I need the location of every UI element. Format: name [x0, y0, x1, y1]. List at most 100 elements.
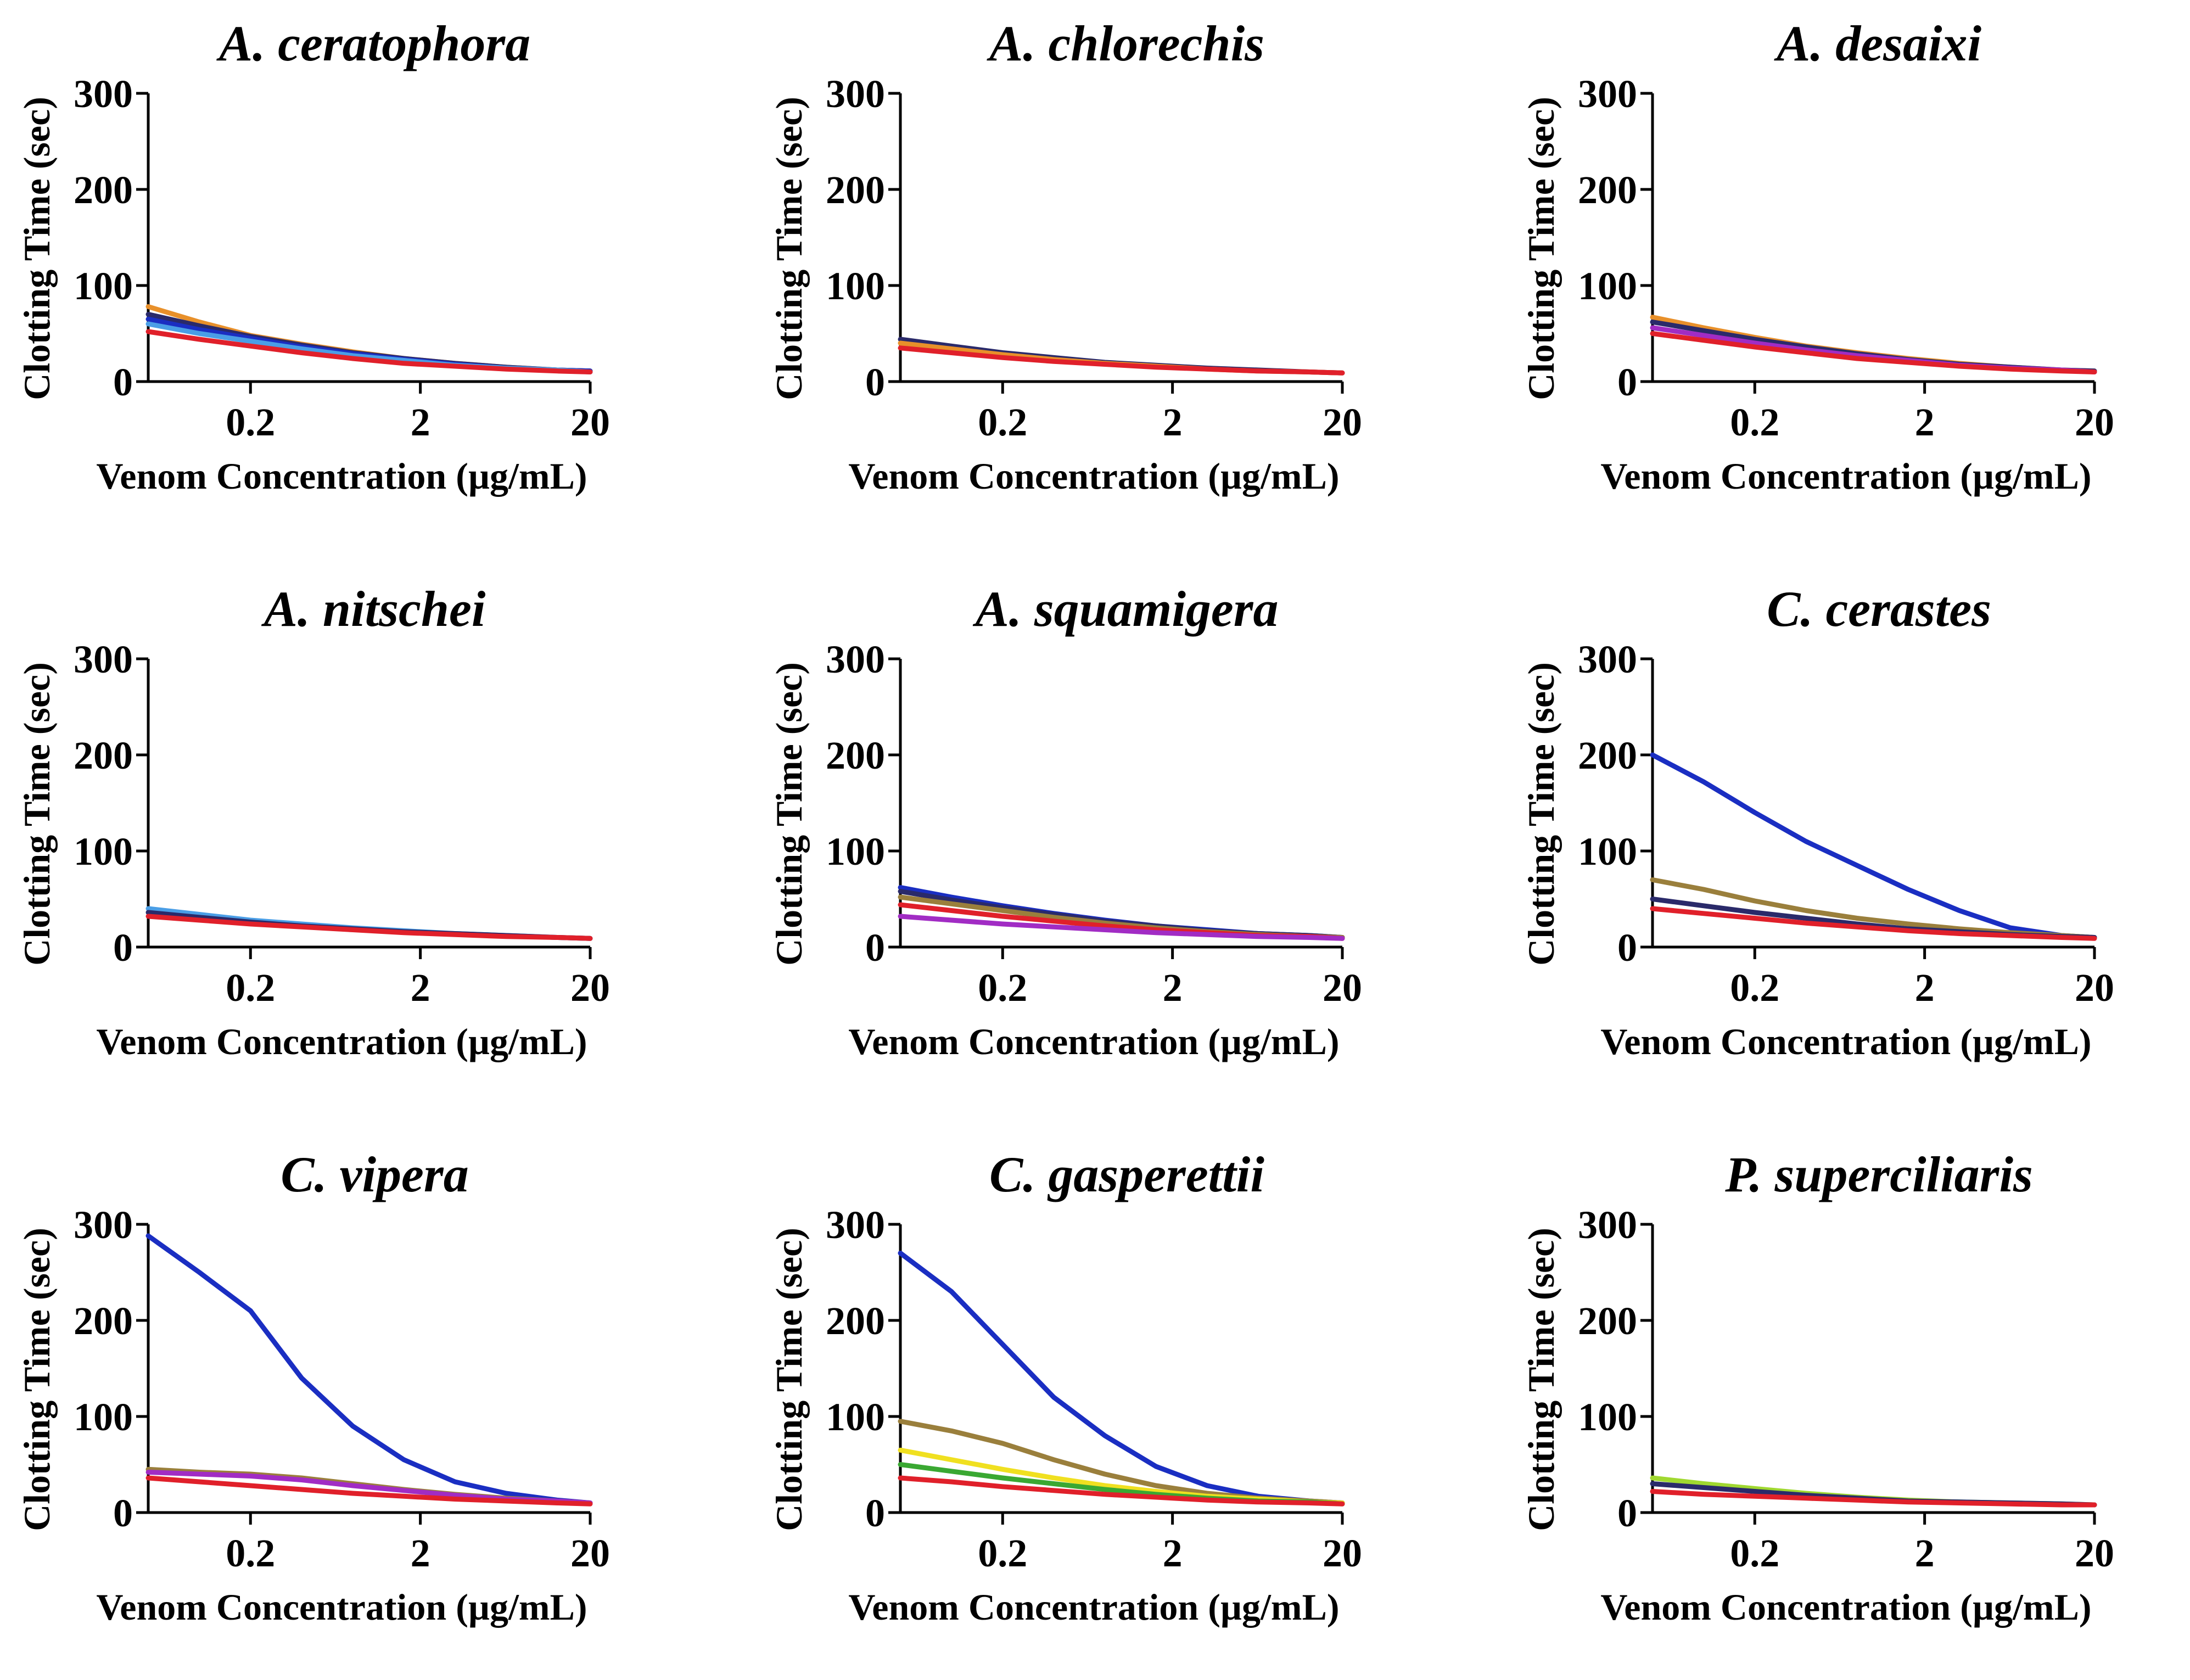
- x-axis-label: Venom Concentration (µg/mL): [1600, 1586, 2091, 1628]
- data-point: [1103, 924, 1107, 928]
- data-point: [504, 367, 508, 371]
- data-point: [402, 361, 406, 365]
- data-point: [2093, 370, 2096, 374]
- x-tick-label: 2: [1163, 966, 1183, 1010]
- series-line: [145, 1470, 593, 1505]
- chart-svg: A. nitschei 0 100 200 300 0.2 2 20 Venom Concent…: [16, 581, 610, 1062]
- data-point: [899, 1419, 902, 1423]
- y-tick-label: 200: [1578, 733, 1637, 777]
- y-tick-label: 300: [826, 72, 885, 116]
- chart-title: A. desaixi: [1774, 15, 1982, 71]
- data-point: [1651, 1489, 1654, 1493]
- data-point: [1753, 1489, 1757, 1493]
- chart-svg: A. desaixi 0 100 200 300 0.2 2 20 Venom Concentr…: [1520, 15, 2114, 497]
- data-point: [147, 1234, 150, 1237]
- y-tick-label: 100: [74, 830, 133, 873]
- data-point: [1205, 367, 1209, 371]
- data-point: [249, 1484, 253, 1487]
- data-point: [1804, 921, 1808, 925]
- x-tick-label: 20: [1323, 966, 1362, 1010]
- y-tick-label: 200: [826, 168, 885, 212]
- data-point: [504, 934, 508, 938]
- x-tick-label: 2: [1915, 1531, 1935, 1575]
- x-axis-label: Venom Concentration (µg/mL): [96, 1021, 587, 1062]
- series-red: [898, 345, 1345, 376]
- x-tick-label: 20: [2075, 400, 2114, 444]
- y-tick-label: 100: [1578, 1395, 1637, 1439]
- data-point: [402, 1488, 406, 1492]
- data-point: [899, 338, 902, 341]
- series-blue: [145, 1233, 593, 1505]
- data-point: [249, 339, 253, 343]
- data-point: [2060, 936, 2063, 939]
- data-point: [1052, 360, 1056, 363]
- y-tick-label: 100: [826, 830, 885, 873]
- y-tick-label: 200: [826, 733, 885, 777]
- data-point: [2093, 937, 2096, 940]
- series-red: [1650, 331, 2097, 374]
- series-red: [1650, 906, 2097, 941]
- x-tick-label: 2: [411, 400, 430, 444]
- data-point: [453, 933, 457, 937]
- data-point: [249, 344, 253, 348]
- chart-svg: P. superciliaris 0 100 200 300 0.2 2 20 Venom Co…: [1520, 1146, 2114, 1628]
- chart-panel: A. chlorechis 0 100 200 300 0.2 2 20 Venom Conce…: [752, 0, 1504, 549]
- data-point: [249, 922, 253, 926]
- x-axis-label: Venom Concentration (µg/mL): [848, 1586, 1339, 1628]
- data-point: [1256, 1500, 1260, 1504]
- data-point: [1906, 1500, 1910, 1504]
- data-point: [1103, 1472, 1107, 1476]
- data-point: [1906, 922, 1910, 926]
- data-point: [1001, 1442, 1005, 1445]
- y-tick-label: 0: [865, 926, 885, 970]
- data-point: [1804, 351, 1808, 355]
- series-line: [145, 329, 593, 374]
- chart-panel: A. ceratophora 0 100 200 300 0.2 2 20 Venom Conc…: [0, 0, 752, 549]
- y-tick-label: 300: [1578, 637, 1637, 681]
- data-point: [1702, 334, 1706, 337]
- x-tick-label: 20: [2075, 1531, 2114, 1575]
- data-point: [1154, 1484, 1158, 1487]
- series-red: [1650, 1489, 2097, 1508]
- data-point: [950, 351, 954, 355]
- data-point: [1154, 1465, 1158, 1468]
- data-point: [950, 1480, 954, 1483]
- data-point: [1341, 371, 1344, 375]
- series-blue: [898, 1251, 1345, 1505]
- data-point: [1957, 932, 1961, 936]
- data-point: [1957, 365, 1961, 368]
- data-point: [950, 1429, 954, 1433]
- data-point: [147, 305, 150, 309]
- series-red: [145, 329, 593, 374]
- chart-panel: A. desaixi 0 100 200 300 0.2 2 20 Venom Concentr…: [1504, 0, 2190, 549]
- data-point: [300, 1376, 304, 1380]
- data-point: [1702, 338, 1706, 342]
- x-tick-label: 0.2: [226, 1531, 275, 1575]
- data-point: [1052, 1482, 1056, 1486]
- chart-title: C. gasperettii: [989, 1146, 1264, 1202]
- data-point: [899, 1448, 902, 1452]
- data-point: [950, 1290, 954, 1293]
- data-point: [198, 1480, 201, 1483]
- chart-svg: C. vipera 0 100 200 300 0.2 2 20 Venom Concentra…: [16, 1146, 610, 1628]
- data-point: [1804, 1496, 1808, 1500]
- y-tick-label: 200: [826, 1299, 885, 1343]
- series-line: [898, 1251, 1345, 1505]
- series-line: [145, 914, 593, 941]
- data-point: [249, 1309, 253, 1313]
- data-point: [1906, 888, 1910, 891]
- data-point: [1052, 1476, 1056, 1480]
- data-point: [1855, 864, 1859, 867]
- series-line: [1650, 331, 2097, 374]
- data-point: [950, 1469, 954, 1473]
- data-point: [1001, 356, 1005, 360]
- data-point: [1052, 925, 1056, 929]
- y-tick-label: 300: [1578, 72, 1637, 116]
- chart-panel: A. squamigera 0 100 200 300 0.2 2 20 Venom Conce…: [752, 565, 1504, 1115]
- x-tick-label: 0.2: [1730, 400, 1779, 444]
- data-point: [899, 1463, 902, 1466]
- data-point: [899, 346, 902, 350]
- data-point: [1702, 904, 1706, 908]
- data-point: [453, 1493, 457, 1497]
